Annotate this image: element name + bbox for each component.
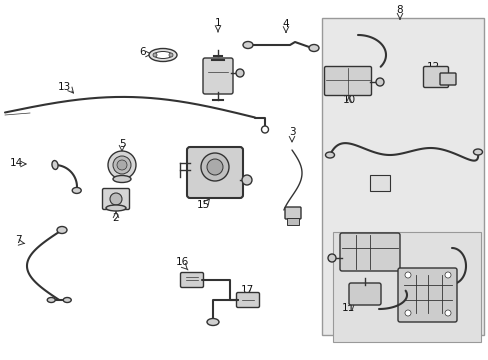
Circle shape bbox=[153, 53, 157, 57]
FancyBboxPatch shape bbox=[285, 207, 301, 219]
FancyBboxPatch shape bbox=[423, 67, 447, 87]
Ellipse shape bbox=[243, 41, 252, 49]
Bar bbox=[332, 232, 480, 342]
Text: 15: 15 bbox=[196, 200, 209, 210]
Circle shape bbox=[444, 310, 450, 316]
Circle shape bbox=[444, 272, 450, 278]
Ellipse shape bbox=[72, 188, 81, 193]
Text: 16: 16 bbox=[175, 257, 188, 267]
FancyBboxPatch shape bbox=[186, 147, 243, 198]
FancyBboxPatch shape bbox=[236, 292, 259, 307]
Text: 3: 3 bbox=[288, 127, 295, 137]
Circle shape bbox=[206, 159, 223, 175]
Circle shape bbox=[236, 69, 244, 77]
Circle shape bbox=[169, 53, 173, 57]
Circle shape bbox=[404, 272, 410, 278]
Text: 9: 9 bbox=[428, 274, 434, 284]
Text: 1: 1 bbox=[214, 18, 221, 28]
Circle shape bbox=[375, 78, 383, 86]
Ellipse shape bbox=[106, 205, 126, 211]
Circle shape bbox=[201, 153, 228, 181]
Circle shape bbox=[117, 160, 127, 170]
Circle shape bbox=[261, 126, 268, 133]
Circle shape bbox=[404, 310, 410, 316]
Text: 8: 8 bbox=[396, 5, 403, 15]
Ellipse shape bbox=[63, 297, 71, 302]
Circle shape bbox=[327, 254, 335, 262]
Circle shape bbox=[110, 193, 122, 205]
Ellipse shape bbox=[47, 297, 55, 302]
Ellipse shape bbox=[113, 176, 131, 183]
Text: 10: 10 bbox=[342, 95, 355, 105]
Text: 2: 2 bbox=[112, 213, 119, 223]
Text: 17: 17 bbox=[240, 285, 253, 295]
Circle shape bbox=[108, 151, 136, 179]
FancyBboxPatch shape bbox=[180, 273, 203, 288]
Text: 14: 14 bbox=[9, 158, 22, 168]
Bar bbox=[321, 18, 483, 335]
FancyBboxPatch shape bbox=[324, 67, 371, 95]
Ellipse shape bbox=[57, 226, 67, 234]
Bar bbox=[286, 218, 298, 225]
Text: 4: 4 bbox=[282, 19, 289, 29]
Text: 6: 6 bbox=[140, 47, 146, 57]
FancyBboxPatch shape bbox=[397, 268, 456, 322]
Ellipse shape bbox=[149, 49, 177, 62]
Ellipse shape bbox=[154, 51, 172, 59]
Ellipse shape bbox=[52, 161, 58, 170]
Text: 5: 5 bbox=[119, 139, 125, 149]
Circle shape bbox=[242, 175, 251, 185]
FancyBboxPatch shape bbox=[348, 283, 380, 305]
Text: 11: 11 bbox=[341, 303, 354, 313]
Ellipse shape bbox=[472, 149, 482, 155]
FancyBboxPatch shape bbox=[102, 189, 129, 210]
FancyBboxPatch shape bbox=[439, 73, 455, 85]
Text: 12: 12 bbox=[426, 62, 439, 72]
Ellipse shape bbox=[206, 319, 219, 325]
Text: 13: 13 bbox=[57, 82, 70, 92]
FancyBboxPatch shape bbox=[339, 233, 399, 271]
FancyBboxPatch shape bbox=[203, 58, 232, 94]
Ellipse shape bbox=[308, 45, 318, 51]
Circle shape bbox=[113, 156, 131, 174]
Text: 7: 7 bbox=[15, 235, 21, 245]
Ellipse shape bbox=[325, 152, 334, 158]
Bar bbox=[369, 175, 389, 191]
